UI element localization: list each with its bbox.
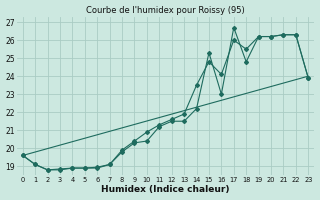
X-axis label: Humidex (Indice chaleur): Humidex (Indice chaleur) <box>101 185 230 194</box>
Title: Courbe de l'humidex pour Roissy (95): Courbe de l'humidex pour Roissy (95) <box>86 6 245 15</box>
